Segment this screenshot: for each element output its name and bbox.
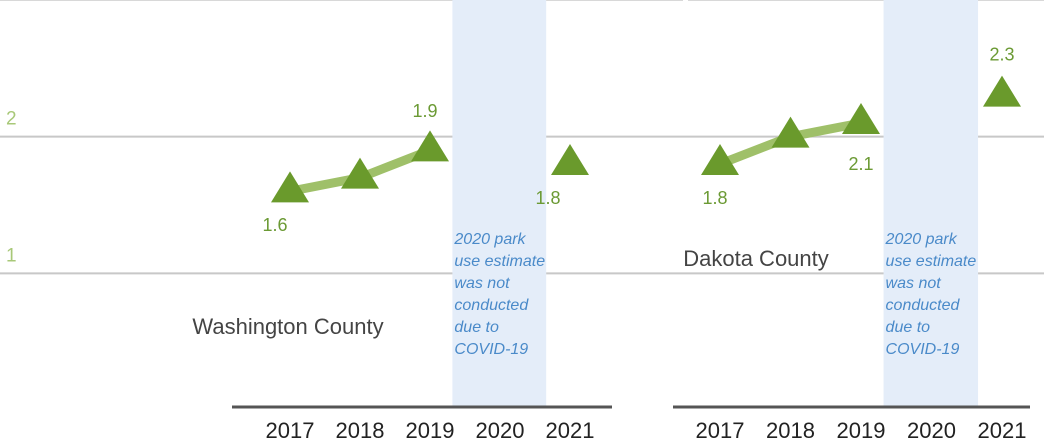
- covid-band: [452, 0, 547, 406]
- annotation: was not: [886, 275, 942, 292]
- triangle-marker: [271, 171, 309, 203]
- triangle-marker: [701, 144, 739, 175]
- x-tick-label: 2017: [696, 418, 745, 443]
- x-tick-label: 2019: [837, 418, 886, 443]
- x-tick-label: 2021: [978, 418, 1027, 443]
- annotation: due to: [454, 319, 499, 336]
- annotation: due to: [886, 319, 931, 336]
- annotation: COVID-19: [886, 341, 960, 358]
- data-label: 2.1: [848, 154, 873, 174]
- annotation: 2020 park: [453, 231, 526, 248]
- annotation: conducted: [886, 297, 961, 314]
- annotation: use estimate: [886, 253, 977, 270]
- triangle-marker: [771, 116, 810, 148]
- y-tick-label: 1: [6, 245, 17, 266]
- county-title: Washington County: [192, 314, 383, 339]
- x-tick-label: 2020: [907, 418, 956, 443]
- triangle-marker: [842, 103, 880, 134]
- x-tick-label: 2021: [546, 418, 595, 443]
- y-tick-label: 2: [6, 109, 17, 130]
- triangle-marker: [551, 144, 589, 175]
- x-tick-label: 2018: [766, 418, 815, 443]
- data-label: 1.6: [262, 215, 287, 235]
- triangle-marker: [983, 75, 1021, 107]
- x-tick-label: 2017: [266, 418, 315, 443]
- county-title: Dakota County: [683, 246, 829, 271]
- data-label: 1.8: [535, 188, 560, 208]
- annotation: 2020 park: [885, 231, 958, 248]
- triangle-marker: [341, 157, 379, 189]
- annotation: was not: [454, 275, 510, 292]
- annotation: COVID-19: [454, 341, 528, 358]
- data-label: 1.9: [412, 101, 437, 121]
- x-tick-label: 2018: [336, 418, 385, 443]
- annotation: conducted: [454, 297, 529, 314]
- triangle-marker: [411, 130, 449, 162]
- covid-band: [883, 0, 979, 406]
- x-tick-label: 2019: [406, 418, 455, 443]
- annotation: use estimate: [454, 253, 545, 270]
- data-label: 2.3: [989, 44, 1014, 64]
- data-label: 1.8: [702, 188, 727, 208]
- x-tick-label: 2020: [476, 418, 525, 443]
